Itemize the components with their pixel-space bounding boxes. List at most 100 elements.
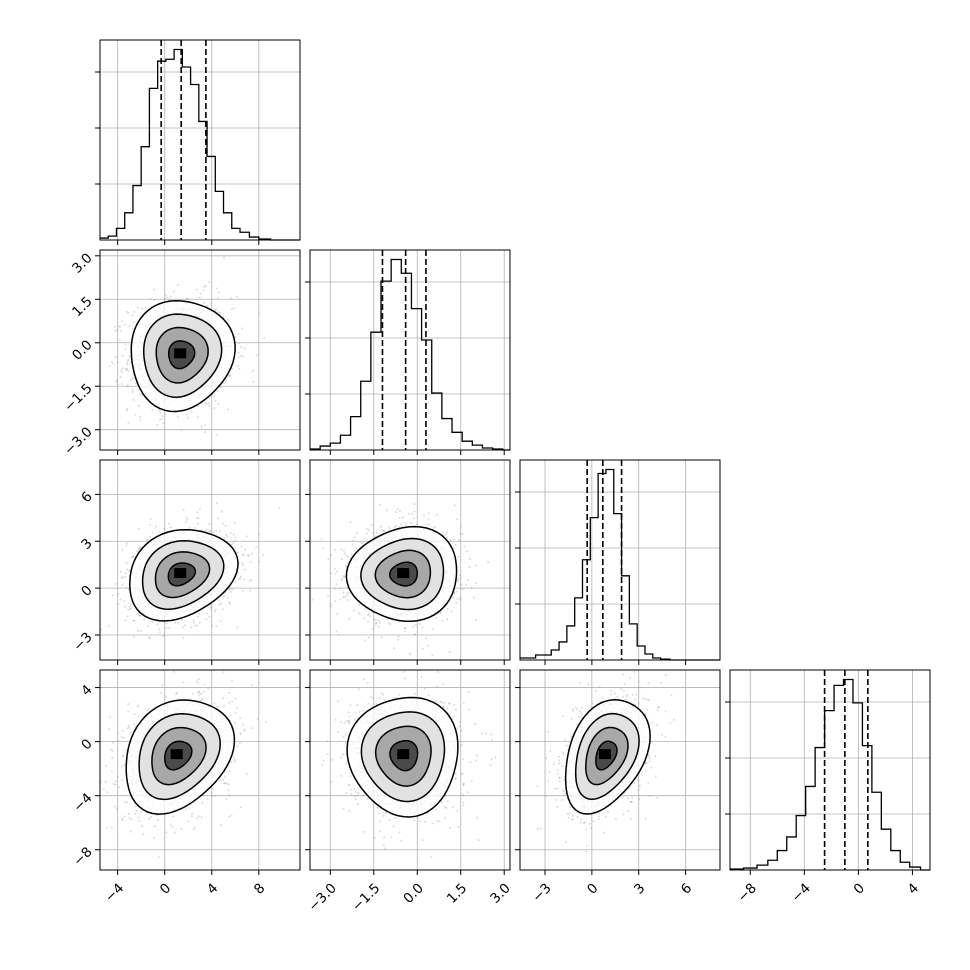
scatter-point	[223, 782, 226, 785]
histogram-panel-1	[305, 249, 511, 455]
scatter-point	[128, 816, 131, 819]
scatter-point	[134, 805, 137, 808]
scatter-point	[198, 694, 201, 697]
scatter-point	[107, 624, 110, 627]
scatter-point	[394, 511, 397, 514]
scatter-point	[195, 680, 198, 683]
scatter-point	[160, 418, 163, 421]
density-core	[397, 568, 410, 579]
scatter-point	[139, 614, 142, 617]
scatter-point	[238, 368, 241, 371]
scatter-point	[373, 535, 376, 538]
scatter-point	[105, 764, 108, 767]
scatter-point	[149, 523, 152, 526]
scatter-point	[148, 637, 151, 640]
scatter-point	[368, 615, 371, 618]
scatter-point	[233, 521, 236, 524]
scatter-point	[132, 377, 135, 380]
scatter-point	[121, 583, 124, 586]
scatter-point	[121, 576, 124, 579]
scatter-point	[398, 517, 401, 520]
scatter-point	[199, 699, 202, 702]
scatter-point	[236, 295, 239, 298]
scatter-point	[194, 527, 197, 530]
scatter-point	[198, 612, 201, 615]
y-tick-label: 0	[78, 582, 95, 599]
scatter-point	[234, 721, 237, 724]
panel-frame	[729, 669, 931, 871]
scatter-point	[123, 599, 126, 602]
scatter-point	[333, 567, 336, 570]
scatter-point	[209, 606, 212, 609]
scatter-point	[256, 717, 259, 720]
scatter-point	[128, 355, 131, 358]
scatter-point	[119, 369, 122, 372]
scatter-point	[304, 612, 306, 614]
scatter-point	[255, 354, 258, 357]
scatter-point	[136, 550, 139, 553]
scatter-point	[413, 510, 416, 513]
scatter-point	[97, 416, 99, 418]
scatter-point	[350, 553, 353, 556]
scatter-point	[206, 304, 209, 307]
scatter-point	[121, 371, 124, 374]
scatter-point	[379, 525, 382, 528]
scatter-point	[236, 707, 239, 710]
scatter-point	[141, 307, 144, 310]
scatter-point	[220, 602, 223, 605]
scatter-point	[330, 553, 333, 556]
scatter-point	[353, 549, 356, 552]
scatter-point	[126, 362, 129, 365]
y-tick-label: −3.0	[61, 424, 95, 458]
scatter-point	[474, 582, 477, 585]
scatter-point	[237, 356, 240, 359]
scatter-point	[224, 524, 227, 527]
scatter-point	[458, 539, 461, 542]
contour-line	[154, 551, 211, 599]
scatter-point	[184, 521, 187, 524]
scatter-point	[330, 605, 333, 608]
scatter-point	[174, 621, 177, 624]
scatter-point	[121, 819, 124, 822]
scatter-point	[204, 529, 207, 532]
scatter-point	[211, 795, 214, 798]
scatter-point	[129, 830, 132, 833]
scatter-point	[208, 404, 211, 407]
scatter-point	[149, 535, 152, 538]
scatter-point	[470, 587, 473, 590]
scatter-point	[243, 729, 246, 732]
scatter-point	[133, 723, 136, 726]
scatter-point	[131, 314, 134, 317]
scatter-point	[404, 627, 407, 630]
scatter-point	[227, 789, 230, 792]
scatter-point	[349, 521, 352, 524]
scatter-point	[457, 579, 460, 582]
scatter-point	[128, 570, 131, 573]
scatter-point	[336, 570, 339, 573]
scatter-panel-0-1: −3.0−1.50.01.53.0	[61, 249, 301, 459]
scatter-point	[191, 812, 194, 815]
scatter-point	[149, 518, 152, 521]
scatter-point	[241, 564, 244, 567]
scatter-point	[198, 507, 201, 510]
scatter-point	[346, 598, 349, 601]
scatter-point	[203, 285, 206, 288]
scatter-point	[215, 529, 218, 532]
scatter-point	[138, 547, 141, 550]
scatter-point	[113, 325, 116, 328]
scatter-point	[377, 619, 380, 622]
scatter-point	[364, 639, 367, 642]
scatter-point	[355, 547, 358, 550]
scatter-point	[121, 729, 124, 732]
scatter-point	[148, 636, 151, 639]
scatter-point	[155, 423, 158, 426]
scatter-point	[404, 521, 407, 524]
scatter-point	[222, 671, 225, 674]
scatter-point	[172, 815, 175, 818]
contour-line	[129, 528, 239, 622]
scatter-point	[106, 826, 109, 829]
scatter-point	[164, 294, 167, 297]
scatter-point	[250, 552, 253, 555]
contour-line	[142, 313, 223, 398]
